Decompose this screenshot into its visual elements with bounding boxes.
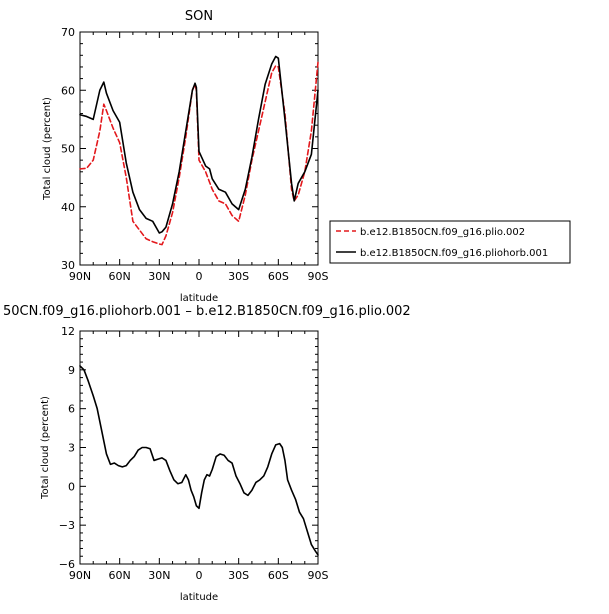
bottom-y-tick-label: 0 xyxy=(68,480,75,493)
top-plot-area: 90N 60N 30N 0 30S 60S 90S 30 40 50 60 70 xyxy=(61,26,329,283)
top-x-tick-label: 30N xyxy=(148,270,170,283)
bottom-x-tick-label: 60S xyxy=(268,569,289,582)
bottom-x-tick-label: 90S xyxy=(308,569,329,582)
legend-label-plio: b.e12.B1850CN.f09_g16.plio.002 xyxy=(360,227,525,238)
top-x-tick-label: 90S xyxy=(308,270,329,283)
bottom-series-lines xyxy=(79,365,319,556)
top-x-axis-label: latitude xyxy=(180,293,218,304)
top-series-line-1 xyxy=(79,55,319,234)
bottom-ticks: 90N 60N 30N 0 30S 60S 90S −6 −3 0 3 6 9 12 xyxy=(59,325,329,582)
bottom-x-axis-label: latitude xyxy=(180,592,218,603)
top-series-lines xyxy=(79,55,319,246)
legend-box xyxy=(329,220,571,264)
bottom-plot-area: 90N 60N 30N 0 30S 60S 90S −6 −3 0 3 6 9 12 xyxy=(59,325,329,582)
top-chart-title: SON xyxy=(185,9,213,24)
top-x-tick-label: 0 xyxy=(196,270,203,283)
bottom-y-tick-label: −3 xyxy=(59,519,75,532)
bottom-y-tick-label: 9 xyxy=(68,364,75,377)
bottom-x-tick-label: 60N xyxy=(109,569,131,582)
top-x-tick-label: 90N xyxy=(69,270,91,283)
top-x-tick-label: 30S xyxy=(228,270,249,283)
top-y-axis-label: Total cloud (percent) xyxy=(42,97,53,201)
bottom-y-tick-label: 6 xyxy=(68,403,75,416)
legend: b.e12.B1850CN.f09_g16.plio.002 b.e12.B18… xyxy=(329,220,571,264)
top-y-tick-label: 30 xyxy=(61,259,75,272)
top-y-tick-label: 70 xyxy=(61,26,75,39)
top-x-tick-label: 60S xyxy=(268,270,289,283)
top-y-tick-label: 60 xyxy=(61,84,75,97)
bottom-y-tick-label: −6 xyxy=(59,558,75,571)
bottom-x-tick-label: 30S xyxy=(228,569,249,582)
legend-label-pliohorb: b.e12.B1850CN.f09_g16.pliohorb.001 xyxy=(360,248,548,259)
bottom-series-line-0 xyxy=(79,365,319,556)
top-y-tick-label: 50 xyxy=(61,143,75,156)
bottom-chart-title: 50CN.f09_g16.pliohorb.001 – b.e12.B1850C… xyxy=(3,304,411,319)
bottom-x-tick-label: 0 xyxy=(196,569,203,582)
top-x-tick-label: 60N xyxy=(109,270,131,283)
top-ticks: 90N 60N 30N 0 30S 60S 90S 30 40 50 60 70 xyxy=(61,26,329,283)
top-y-tick-label: 40 xyxy=(61,201,75,214)
top-panel: SON 90N 60N 30N 0 30S 60S 90S 30 40 50 60 70 Total … xyxy=(42,9,571,304)
bottom-y-tick-label: 3 xyxy=(68,442,75,455)
bottom-panel: 50CN.f09_g16.pliohorb.001 – b.e12.B1850C… xyxy=(3,304,411,603)
bottom-x-tick-label: 30N xyxy=(148,569,170,582)
bottom-y-tick-label: 12 xyxy=(61,325,75,338)
bottom-y-axis-label: Total cloud (percent) xyxy=(40,396,51,500)
bottom-x-tick-label: 90N xyxy=(69,569,91,582)
